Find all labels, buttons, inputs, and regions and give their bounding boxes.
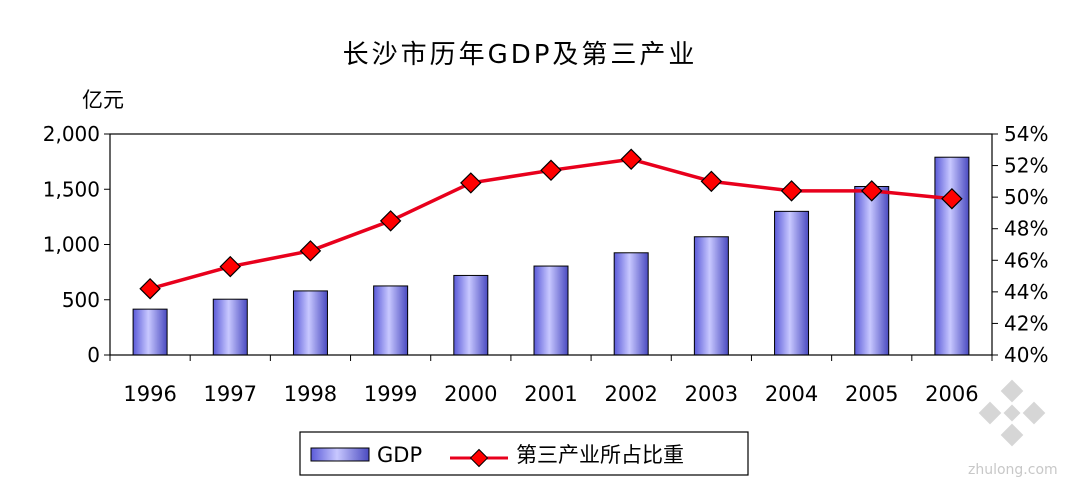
y-right-tick-label: 48% — [1004, 217, 1048, 241]
x-tick-label: 2004 — [765, 382, 818, 406]
line-point-1999 — [379, 210, 402, 232]
labels-layer: 0 500 1,000 1,500 2,000 40% 42% 44% 46% 48% 50% 52%… — [43, 122, 1049, 406]
bar-1998 — [292, 290, 328, 356]
y-left-tick-label: 1,500 — [43, 177, 100, 201]
bar-2002 — [613, 252, 649, 356]
axes-layer — [104, 133, 998, 361]
bars-layer — [132, 156, 970, 356]
y-right-tick-label: 46% — [1004, 248, 1048, 272]
y-left-tick-label: 2,000 — [43, 122, 100, 146]
y-axis-label: 亿元 — [82, 88, 124, 112]
legend-line-marker — [469, 448, 489, 468]
legend-box — [299, 431, 749, 476]
bar-2001 — [533, 265, 569, 356]
line-point-2001 — [540, 159, 562, 182]
line-point-2004 — [780, 180, 803, 202]
line-point-1998 — [299, 240, 322, 262]
line-layer — [139, 148, 963, 300]
x-tick-label: 2006 — [925, 382, 978, 406]
bar-2003 — [693, 236, 729, 356]
y-right-tick-label: 54% — [1004, 122, 1048, 146]
x-tick-label: 1997 — [204, 382, 257, 406]
y-left-tick-label: 1,000 — [43, 233, 100, 257]
x-tick-label: 2005 — [845, 382, 898, 406]
y-left-tick-label: 500 — [62, 288, 100, 312]
bar-1997 — [212, 298, 248, 356]
y-right-tick-label: 44% — [1004, 280, 1048, 304]
bar-2000 — [453, 274, 489, 356]
watermark-logo: zhulong.com — [968, 379, 1058, 478]
y-right-tick-label: 52% — [1004, 154, 1048, 178]
x-tick-label: 2000 — [444, 382, 497, 406]
x-tick-label: 1996 — [123, 382, 176, 406]
legend-bar-label: GDP — [377, 443, 422, 467]
bar-2006 — [934, 156, 970, 356]
y-left-tick-label: 0 — [87, 343, 100, 367]
bar-2004 — [774, 210, 810, 356]
bar-1999 — [373, 285, 409, 356]
x-tick-label: 1999 — [364, 382, 417, 406]
y-right-tick-label: 40% — [1004, 343, 1048, 367]
line-point-2006 — [941, 187, 963, 210]
y-right-tick-label: 50% — [1004, 185, 1048, 209]
line-point-2005 — [860, 180, 883, 202]
x-tick-label: 1998 — [284, 382, 337, 406]
y-right-tick-label: 42% — [1004, 311, 1048, 335]
line-point-2000 — [460, 172, 482, 194]
line-point-2003 — [700, 170, 723, 193]
chart-title: 长沙市历年GDP及第三产业 — [343, 40, 698, 70]
line-point-2002 — [620, 148, 642, 171]
watermark-text: zhulong.com — [968, 462, 1058, 478]
legend: GDP 第三产业所占比重 — [299, 431, 749, 476]
x-tick-label: 2002 — [604, 382, 657, 406]
bar-1996 — [132, 308, 168, 356]
legend-bar-swatch — [310, 447, 370, 462]
x-tick-label: 2003 — [685, 382, 738, 406]
legend-line-label: 第三产业所占比重 — [516, 443, 684, 467]
x-tick-label: 2001 — [524, 382, 577, 406]
line-point-1997 — [219, 255, 242, 278]
bar-2005 — [854, 185, 890, 356]
line-point-1996 — [139, 277, 161, 300]
